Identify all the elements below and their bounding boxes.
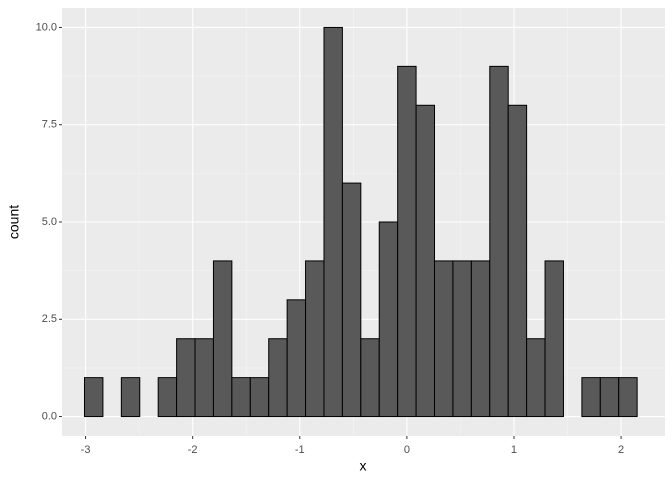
x-tick-label: 0	[404, 444, 410, 456]
x-axis-title: x	[360, 458, 367, 474]
bar	[489, 65, 509, 418]
bar	[470, 260, 491, 418]
bar	[544, 260, 564, 418]
x-tick-label: -1	[295, 444, 305, 456]
y-tick-label: 10.0	[36, 21, 57, 33]
bar	[360, 338, 380, 418]
y-tick-label: 0.0	[42, 410, 57, 422]
bar	[176, 338, 196, 418]
bar	[305, 260, 325, 418]
bar	[397, 65, 417, 418]
bar	[599, 377, 620, 418]
y-axis-title: count	[6, 205, 22, 239]
bar	[249, 377, 270, 418]
bar	[231, 377, 251, 418]
bar	[581, 377, 601, 418]
x-tick-label: 2	[618, 444, 624, 456]
bar	[323, 26, 343, 418]
bar	[415, 104, 436, 418]
x-tick-label: 1	[511, 444, 517, 456]
bar	[526, 338, 546, 418]
bar	[341, 182, 362, 418]
bar	[618, 377, 638, 418]
y-tick-label: 7.5	[42, 119, 57, 131]
y-tick-label: 5.0	[42, 216, 57, 228]
bar	[434, 260, 454, 418]
bar	[120, 377, 141, 418]
bar	[452, 260, 472, 418]
y-tick-label: 2.5	[42, 313, 57, 325]
bar	[157, 377, 178, 418]
bar	[194, 338, 214, 418]
bar	[378, 221, 399, 418]
bar	[268, 338, 288, 418]
bar	[286, 299, 307, 418]
x-tick-label: -2	[188, 444, 198, 456]
x-tick-label: -3	[81, 444, 91, 456]
bar	[83, 377, 104, 418]
bar	[507, 104, 528, 418]
bar	[212, 260, 233, 418]
